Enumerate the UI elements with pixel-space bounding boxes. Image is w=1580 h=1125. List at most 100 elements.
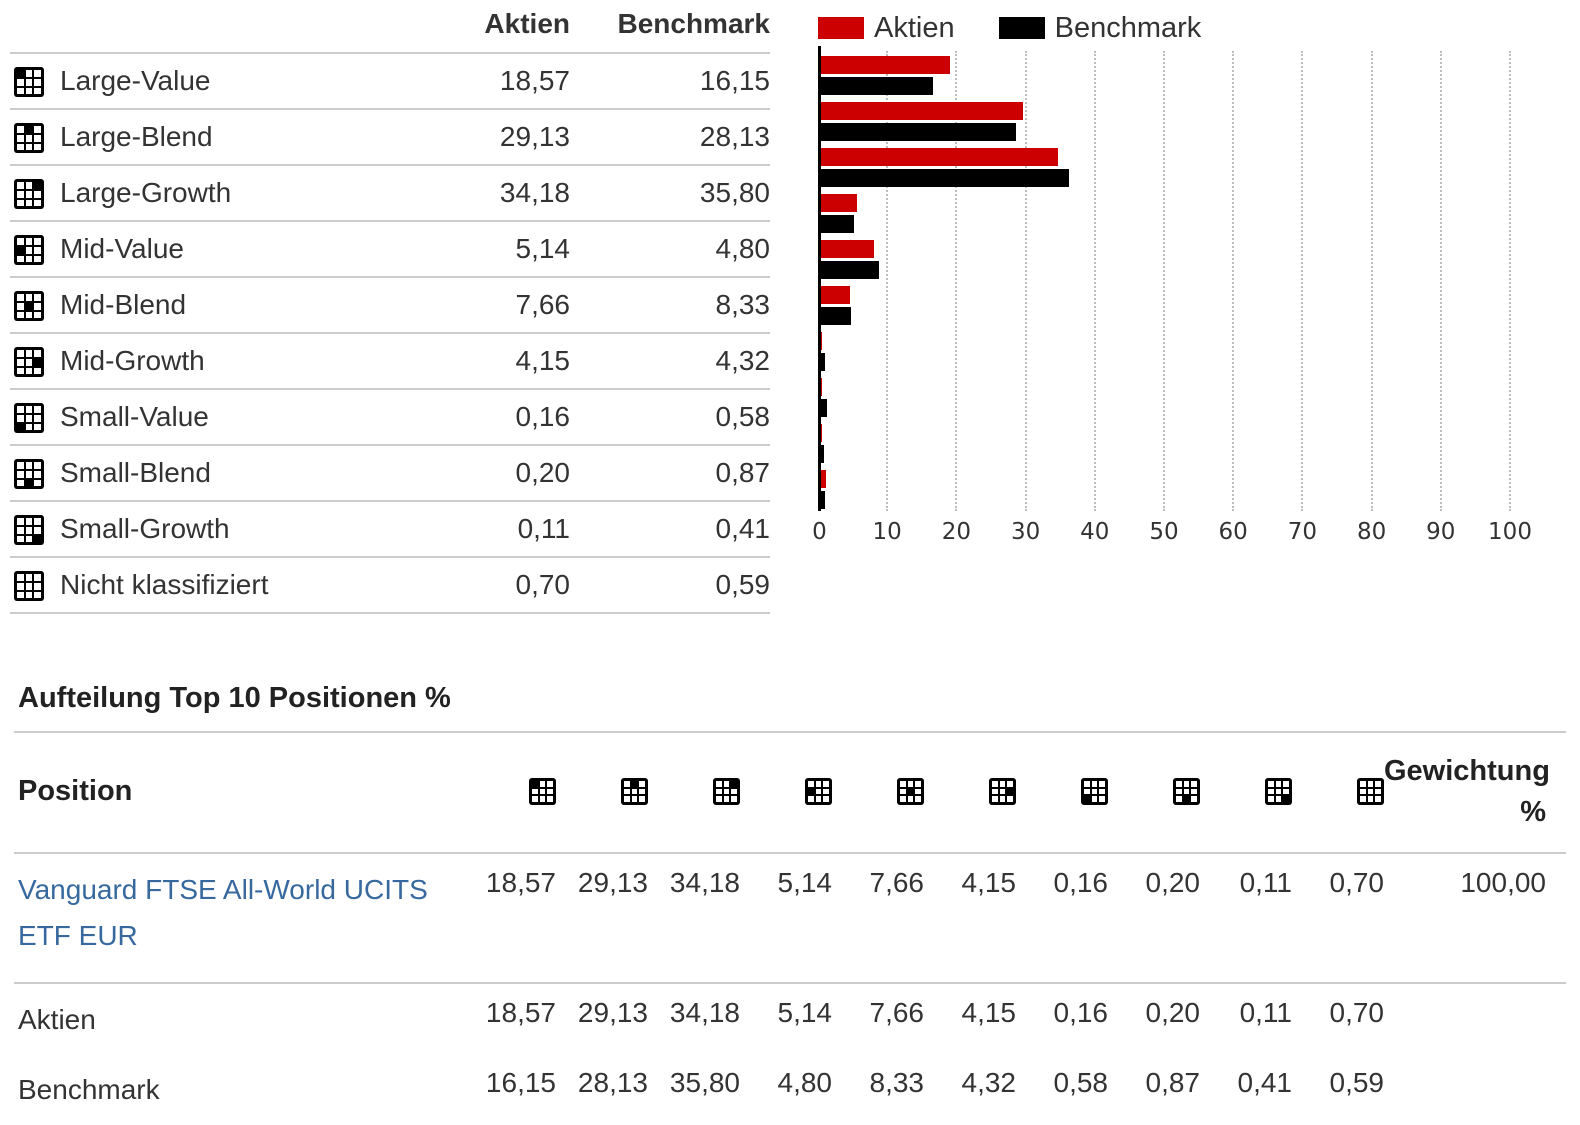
benchmark-value: 35,80 bbox=[570, 165, 770, 222]
column-style-box-header bbox=[648, 733, 740, 855]
aktien-value: 7,66 bbox=[390, 277, 570, 334]
benchmark-value: 28,13 bbox=[570, 109, 770, 166]
gridline-10 bbox=[886, 51, 889, 511]
x-tick-label: 40 bbox=[1080, 519, 1110, 545]
position-name-cell: Benchmark bbox=[18, 1074, 160, 1106]
style-box-icon bbox=[14, 67, 44, 98]
style-box-cell bbox=[10, 557, 60, 614]
x-tick-label: 100 bbox=[1488, 519, 1532, 545]
section-heading: Aufteilung Top 10 Positionen % bbox=[14, 682, 1566, 733]
position-name-cell: Vanguard FTSE All-World UCITS ETF EUR bbox=[14, 853, 464, 984]
position-value: 16,15 bbox=[485, 1067, 556, 1099]
benchmark-value: 16,15 bbox=[570, 53, 770, 110]
bar-pair-nicht-klassifiziert bbox=[821, 470, 1514, 509]
bar-benchmark bbox=[821, 261, 879, 279]
bar-benchmark bbox=[821, 353, 825, 371]
bar-aktien bbox=[821, 332, 823, 350]
top10-header-row: Position Gewichtung % bbox=[14, 733, 1566, 855]
aktien-value: 5,14 bbox=[390, 221, 570, 278]
style-box-cell bbox=[10, 221, 60, 278]
style-box-icon bbox=[14, 235, 44, 266]
style-breakdown-section: Aktien Benchmark Large-Value 18,57 16,15 La… bbox=[10, 0, 1532, 614]
benchmark-column-header: Benchmark bbox=[570, 0, 770, 54]
position-value: 5,14 bbox=[777, 996, 833, 1028]
style-row: Small-Value 0,16 0,58 bbox=[10, 389, 770, 446]
bar-pair-large-value bbox=[821, 56, 1514, 95]
bar-aktien bbox=[821, 286, 850, 304]
bar-pair-large-growth bbox=[821, 148, 1514, 187]
weight-value: 100,00 bbox=[1384, 853, 1566, 984]
chart-bars bbox=[821, 51, 1514, 509]
style-row: Small-Blend 0,20 0,87 bbox=[10, 445, 770, 502]
position-value: 29,13 bbox=[556, 853, 648, 984]
style-box-icon bbox=[1173, 778, 1200, 806]
bar-aktien bbox=[821, 102, 1023, 120]
legend-label: Benchmark bbox=[1054, 11, 1202, 44]
style-box-icon bbox=[14, 179, 44, 210]
style-box-icon bbox=[14, 571, 44, 602]
weight-value bbox=[1384, 983, 1566, 1054]
style-row-label: Mid-Value bbox=[60, 221, 390, 278]
position-value: 0,70 bbox=[1329, 996, 1385, 1028]
style-table-header-row: Aktien Benchmark bbox=[10, 0, 770, 54]
style-row: Mid-Value 5,14 4,80 bbox=[10, 221, 770, 278]
gridline-80 bbox=[1370, 51, 1373, 511]
style-box-icon bbox=[14, 459, 44, 490]
position-value: 0,20 bbox=[1145, 996, 1201, 1028]
style-breakdown-table: Aktien Benchmark Large-Value 18,57 16,15 La… bbox=[10, 0, 770, 614]
style-row: Nicht klassifiziert 0,70 0,59 bbox=[10, 557, 770, 614]
style-box-cell bbox=[10, 501, 60, 558]
position-name-cell: Aktien bbox=[18, 1003, 96, 1035]
aktien-value: 34,18 bbox=[390, 165, 570, 222]
style-row-label: Large-Growth bbox=[60, 165, 390, 222]
weight-header-line2: % bbox=[1520, 795, 1546, 828]
style-box-icon bbox=[14, 347, 44, 378]
legend-label: Aktien bbox=[874, 11, 955, 44]
position-row: Aktien 18,57 29,13 34,18 5,14 7,66 4,15 0,16 0,2… bbox=[14, 983, 1566, 1054]
gridline-100 bbox=[1509, 51, 1511, 511]
style-row-label: Large-Blend bbox=[60, 109, 390, 166]
position-value: 0,11 bbox=[1200, 853, 1292, 984]
position-column-header: Position bbox=[14, 733, 464, 855]
benchmark-value: 0,59 bbox=[570, 557, 770, 614]
bar-aktien bbox=[821, 148, 1058, 166]
column-style-box-header bbox=[832, 733, 924, 855]
style-box-icon bbox=[805, 778, 832, 806]
column-style-box-header bbox=[556, 733, 648, 855]
chart-legend: Aktien Benchmark bbox=[818, 12, 1514, 44]
style-box-cell bbox=[10, 165, 60, 222]
aktien-value: 29,13 bbox=[390, 109, 570, 166]
benchmark-value: 0,41 bbox=[570, 501, 770, 558]
position-value: 0,87 bbox=[1145, 1067, 1201, 1099]
style-row-label: Small-Value bbox=[60, 389, 390, 446]
bar-aktien bbox=[821, 470, 826, 488]
style-box-icon bbox=[897, 778, 924, 806]
position-value: 4,15 bbox=[961, 996, 1017, 1028]
position-value: 0,41 bbox=[1237, 1067, 1293, 1099]
style-box-icon bbox=[529, 778, 556, 806]
position-value: 4,15 bbox=[924, 853, 1016, 984]
aktien-value: 0,16 bbox=[390, 389, 570, 446]
column-style-box-header bbox=[1108, 733, 1200, 855]
x-tick-label: 50 bbox=[1149, 519, 1179, 545]
style-box-icon bbox=[14, 291, 44, 322]
column-style-box-header bbox=[1200, 733, 1292, 855]
legend-item-aktien: Aktien bbox=[818, 12, 955, 45]
bar-benchmark bbox=[821, 445, 824, 463]
gridline-30 bbox=[1024, 51, 1027, 511]
style-row-label: Nicht klassifiziert bbox=[60, 557, 390, 614]
style-row: Large-Blend 29,13 28,13 bbox=[10, 109, 770, 166]
bar-aktien bbox=[821, 424, 822, 442]
weight-header-line1: Gewichtung bbox=[1384, 755, 1550, 787]
position-link[interactable]: Vanguard FTSE All-World UCITS ETF EUR bbox=[18, 874, 428, 951]
bar-benchmark bbox=[821, 77, 933, 95]
x-tick-label: 0 bbox=[812, 519, 827, 545]
style-box-icon bbox=[1357, 778, 1384, 806]
legend-swatch-icon bbox=[818, 17, 864, 39]
x-tick-label: 80 bbox=[1356, 519, 1387, 545]
position-value: 0,16 bbox=[1053, 996, 1109, 1028]
bar-benchmark bbox=[821, 399, 828, 417]
style-row-label: Large-Value bbox=[60, 53, 390, 110]
bar-pair-small-growth bbox=[821, 424, 1514, 463]
gridline-40 bbox=[1093, 51, 1096, 511]
